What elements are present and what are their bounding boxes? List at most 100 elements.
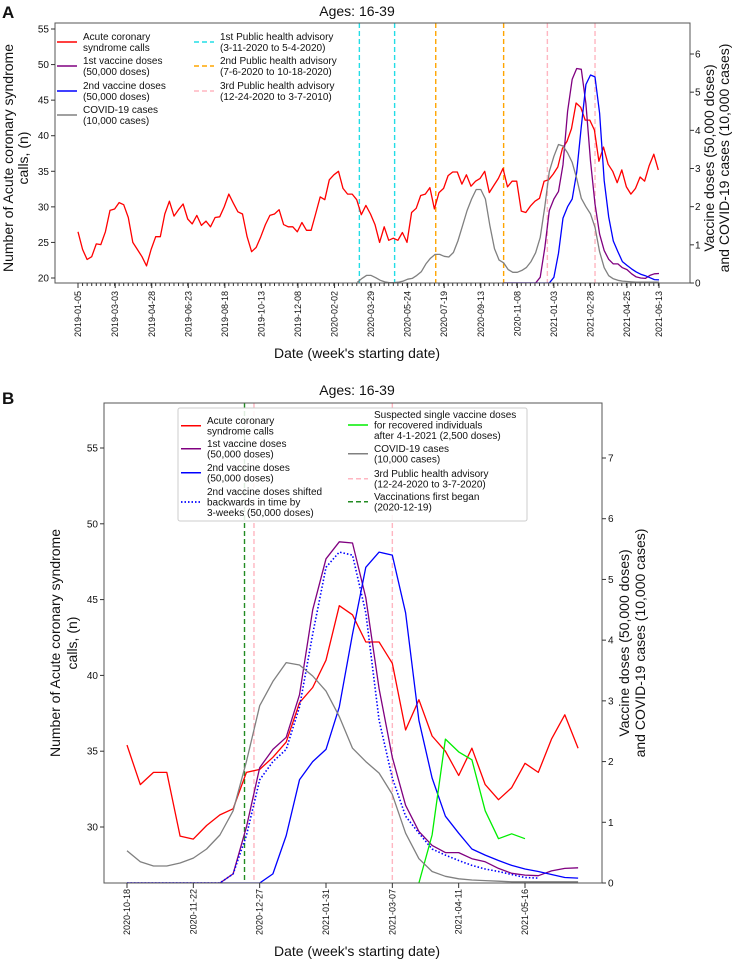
legend-series-0-label: syndrome calls xyxy=(207,427,274,438)
ytick-label: 40 xyxy=(38,131,50,142)
ytick-right-label: 2 xyxy=(608,757,614,768)
legend-series-4-label: after 4-1-2021 (2,500 doses) xyxy=(374,431,501,442)
ytick-right-label: 4 xyxy=(695,126,701,137)
y-axis-right-label: and COVID-19 cases (10,000 cases) xyxy=(632,529,648,758)
ytick-label: 30 xyxy=(87,823,99,834)
legend-series-4-label: for recovered individuals xyxy=(374,421,482,432)
ytick-right-label: 3 xyxy=(608,696,614,707)
series-line-3 xyxy=(127,551,539,883)
legend-vline-2-label: (12-24-2020 to 3-7-2010) xyxy=(220,92,332,103)
ytick-label: 55 xyxy=(38,25,50,36)
xtick-label: 2019-10-13 xyxy=(256,291,266,337)
plot-frame xyxy=(54,22,691,284)
xtick-label: 2021-04-11 xyxy=(454,889,464,934)
series-line-4 xyxy=(418,738,526,883)
ytick-label: 50 xyxy=(38,60,50,71)
xtick-label: 2020-11-08 xyxy=(512,291,522,336)
legend-series-2-label: 2nd vaccine doses xyxy=(83,81,166,92)
ytick-right-label: 4 xyxy=(608,636,614,647)
x-axis-label: Date (week's starting date) xyxy=(274,943,440,959)
ytick-right-label: 0 xyxy=(695,279,701,290)
series-line-3 xyxy=(356,143,659,283)
ytick-label: 25 xyxy=(38,238,50,249)
chart-title: Ages: 16-39 xyxy=(319,3,395,19)
legend-vline-0-label: (12-24-2020 to 3-7-2020) xyxy=(374,480,486,491)
ytick-right-label: 6 xyxy=(695,50,701,61)
legend-series-3-label: backwards in time by xyxy=(207,498,300,509)
xtick-label: 2020-05-24 xyxy=(403,291,413,337)
xtick-label: 2021-01-03 xyxy=(549,291,559,337)
y-axis-right-label: Vaccine doses (50,000 doses) xyxy=(701,64,717,251)
ytick-right-label: 1 xyxy=(608,818,614,829)
series-line-2 xyxy=(503,74,660,283)
ytick-right-label: 2 xyxy=(695,202,701,213)
chart-title: Ages: 16-39 xyxy=(319,382,395,398)
xtick-label: 2019-08-18 xyxy=(220,291,230,337)
xtick-label: 2020-12-27 xyxy=(255,889,265,935)
xtick-label: 2020-07-19 xyxy=(439,291,449,337)
y-axis-label: Number of Acute coronary syndrome xyxy=(0,44,16,272)
panel-label: A xyxy=(2,3,14,22)
xtick-label: 2021-05-16 xyxy=(520,889,530,935)
ytick-right-label: 0 xyxy=(608,879,614,890)
ytick-label: 45 xyxy=(87,595,99,606)
series-line-0 xyxy=(126,605,579,840)
legend-series-0-label: syndrome calls xyxy=(83,43,150,54)
ytick-right-label: 5 xyxy=(608,575,614,586)
xtick-label: 2020-11-22 xyxy=(188,889,198,934)
ytick-label: 50 xyxy=(87,519,99,530)
legend-vline-0-label: (3-11-2020 to 5-4-2020) xyxy=(220,43,325,54)
legend-series-4-label: Suspected single vaccine doses xyxy=(374,410,516,421)
legend-vline-1-label: Vaccinations first began xyxy=(374,492,479,503)
legend-series-3-label: COVID-19 cases xyxy=(83,105,158,116)
legend-series-1-label: (50,000 doses) xyxy=(207,450,274,461)
xtick-label: 2021-01-31 xyxy=(321,889,331,935)
ytick-label: 45 xyxy=(38,96,50,107)
panel-label: B xyxy=(2,389,14,408)
panel-a: A Ages: 16-39202530354045505501234562019-… xyxy=(0,3,732,361)
series-line-1 xyxy=(127,541,579,883)
legend-vline-1-label: (7-6-2020 to 10-18-2020) xyxy=(220,67,332,78)
legend-series-1-label: 1st vaccine doses xyxy=(83,56,163,67)
xtick-label: 2021-06-13 xyxy=(654,291,664,337)
xtick-label: 2020-03-29 xyxy=(366,291,376,337)
legend-vline-2-label: 3rd Public health advisory xyxy=(220,81,335,92)
legend-vline-1-label: 2nd Public health advisory xyxy=(220,56,337,67)
xtick-label: 2020-09-13 xyxy=(476,291,486,337)
ytick-label: 35 xyxy=(87,747,99,758)
legend-series-0-label: Acute coronary xyxy=(207,416,274,427)
ytick-right-label: 1 xyxy=(695,240,701,251)
y-axis-label: Number of Acute coronary syndrome xyxy=(47,529,63,757)
ytick-label: 20 xyxy=(38,274,50,285)
xtick-label: 2019-12-08 xyxy=(293,291,303,337)
series-group xyxy=(126,541,579,883)
xtick-label: 2020-10-18 xyxy=(122,889,132,935)
ytick-right-label: 3 xyxy=(695,164,701,175)
y-axis-right-label: and COVID-19 cases (10,000 cases) xyxy=(716,44,732,273)
xtick-label: 2020-02-02 xyxy=(330,291,340,337)
xtick-label: 2019-01-05 xyxy=(73,291,83,337)
ytick-label: 55 xyxy=(87,444,99,455)
xtick-label: 2019-04-28 xyxy=(147,291,157,337)
legend-series-5-label: COVID-19 cases xyxy=(374,444,449,455)
xtick-label: 2021-02-28 xyxy=(585,291,595,337)
x-axis-label: Date (week's starting date) xyxy=(274,345,440,361)
series-group xyxy=(77,67,660,283)
series-line-0 xyxy=(77,102,659,267)
panel-b: B Ages: 16-39303540455055012345672020-10-… xyxy=(2,382,648,959)
xtick-label: 2021-04-25 xyxy=(622,291,632,337)
xtick-label: 2021-03-07 xyxy=(387,889,397,935)
legend-series-3-label: (10,000 cases) xyxy=(83,116,149,127)
legend-series-2-label: 2nd vaccine doses xyxy=(207,463,290,474)
ytick-right-label: 5 xyxy=(695,88,701,99)
xtick-label: 2019-03-03 xyxy=(110,291,120,337)
legend-series-3-label: 3-weeks (50,000 doses) xyxy=(207,508,314,519)
plot-frame xyxy=(103,402,603,884)
legend-box xyxy=(177,407,528,522)
xtick-label: 2019-06-23 xyxy=(183,291,193,337)
y-axis-right-label: Vaccine doses (50,000 doses) xyxy=(616,549,632,736)
ytick-right-label: 6 xyxy=(608,514,614,525)
legend-vline-0-label: 3rd Public health advisory xyxy=(374,469,489,480)
